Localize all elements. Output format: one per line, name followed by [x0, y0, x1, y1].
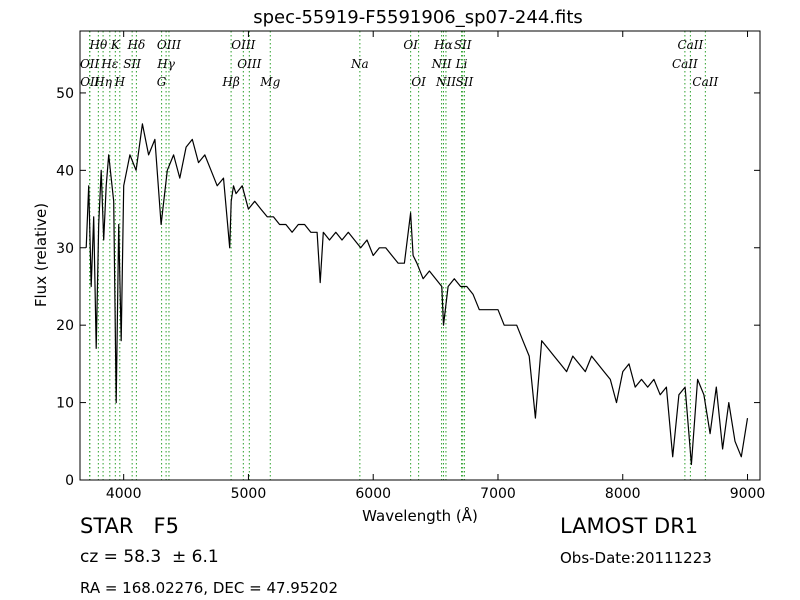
spectral-line-label: OI [411, 75, 426, 89]
plot-frame [79, 30, 761, 481]
spectral-line-label: H [114, 75, 126, 89]
spectral-line-label: Hη [93, 75, 112, 89]
spectral-line-label: Hα [433, 38, 453, 52]
y-tick-label: 40 [56, 163, 74, 179]
x-tick-label: 9000 [730, 486, 766, 502]
spectral-line-label: Hθ [88, 38, 107, 52]
y-axis-label: Flux (relative) [32, 203, 50, 307]
survey-name: LAMOST DR1 [560, 514, 699, 538]
spectral-line-label: Hε [100, 57, 118, 71]
observation-date: Obs-Date:20111223 [560, 549, 712, 567]
spectral-line-label: Li [455, 57, 468, 71]
spectral-line-label: OII [80, 57, 100, 71]
spectral-line-label: CaII [677, 38, 703, 52]
spectral-line-label: CaII [692, 75, 718, 89]
spectral-line-label: OIII [157, 38, 181, 52]
spectral-line-label: NII [435, 75, 456, 89]
axes: 4000 5000 6000 7000 8000 9000 0 10 20 30 40 50 [56, 30, 766, 502]
spectral-line-markers [89, 31, 706, 480]
redshift-cz: cz = 58.3 ± 6.1 [80, 547, 219, 567]
spectral-line-label: Hβ [221, 75, 239, 89]
y-tick-label: 30 [56, 241, 74, 257]
spectral-line-label: CaII [672, 57, 698, 71]
spectrum-line [85, 123, 749, 466]
spectral-line-label: OIII [237, 57, 261, 71]
spectral-line-label: SII [123, 57, 141, 71]
object-type: STAR F5 [80, 514, 179, 538]
spectral-line-label: Mg [259, 75, 280, 89]
spectral-line-label: OIII [231, 38, 255, 52]
spectral-line-label: SII [454, 38, 472, 52]
spectral-line-label: G [157, 75, 167, 89]
y-tick-label: 10 [56, 396, 74, 412]
spectral-line-label: OI [403, 38, 418, 52]
y-tick-label: 50 [56, 86, 74, 102]
coordinates: RA = 168.02276, DEC = 47.95202 [80, 579, 339, 597]
y-tick-label: 20 [56, 318, 74, 334]
x-tick-label: 8000 [605, 486, 641, 502]
x-tick-label: 4000 [106, 486, 142, 502]
spectral-line-label: SII [456, 75, 474, 89]
x-tick-label: 7000 [480, 486, 516, 502]
x-axis-label: Wavelength (Å) [362, 506, 478, 525]
chart-title: spec-55919-F5591906_sp07-244.fits [253, 7, 583, 28]
spectral-line-label: Hγ [156, 57, 175, 71]
spectral-line-label: OII [80, 75, 100, 89]
spectral-line-label: K [110, 38, 121, 52]
spectral-line-label: Hδ [127, 38, 146, 52]
spectral-line-label: NII [431, 57, 452, 71]
x-tick-label: 6000 [355, 486, 391, 502]
y-tick-label: 0 [65, 473, 74, 489]
x-tick-label: 5000 [231, 486, 267, 502]
plot-area [85, 123, 749, 466]
spectral-line-label: Na [350, 57, 369, 71]
